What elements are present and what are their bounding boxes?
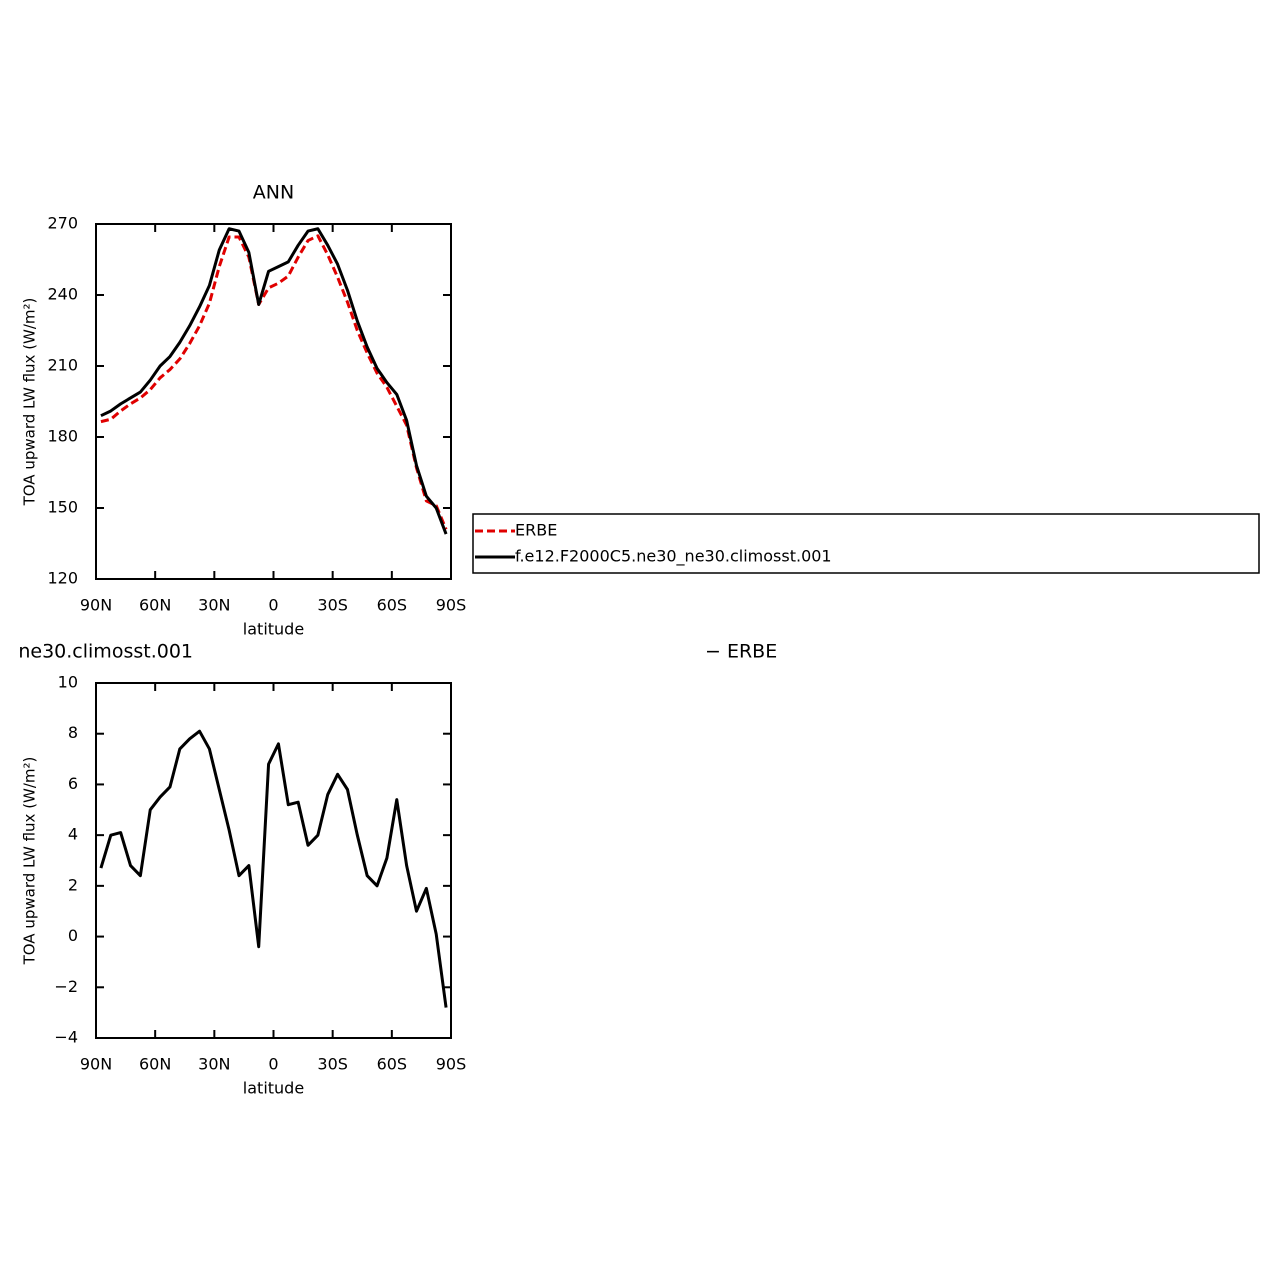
x-tick-label: 60N (139, 1055, 171, 1074)
legend-box (472, 513, 1260, 574)
chart-right-title: − ERBE (705, 641, 777, 663)
y-tick-label: −4 (54, 1028, 78, 1047)
x-tick-label: 30S (317, 596, 348, 615)
x-tick-label: 30S (317, 1055, 348, 1074)
y-tick-label: 10 (58, 673, 78, 692)
legend-label: f.e12.F2000C5.ne30_ne30.climosst.001 (515, 547, 832, 567)
x-tick-label: 0 (268, 596, 278, 615)
x-tick-label: 60S (377, 596, 408, 615)
y-axis-label: TOA upward LW flux (W/m²) (21, 298, 39, 507)
data-line (100, 234, 448, 530)
y-tick-label: 270 (47, 214, 78, 233)
y-tick-label: 2 (68, 875, 78, 894)
y-tick-label: 240 (47, 285, 78, 304)
x-tick-label: 30N (198, 1055, 230, 1074)
y-tick-label: 8 (68, 723, 78, 742)
data-line (100, 227, 448, 535)
plot-frame (95, 682, 452, 1039)
x-axis-label: latitude (243, 620, 304, 639)
data-line (99, 729, 448, 1008)
plot-frame (95, 223, 452, 580)
y-tick-label: 210 (47, 356, 78, 375)
x-tick-label: 90S (436, 596, 467, 615)
y-tick-label: 4 (68, 825, 78, 844)
y-tick-label: −2 (54, 977, 78, 996)
y-tick-label: 120 (47, 569, 78, 588)
y-tick-label: 6 (68, 774, 78, 793)
x-tick-label: 60S (377, 1055, 408, 1074)
legend-label: ERBE (515, 521, 557, 540)
chart-title: ne30.climosst.001 (18, 641, 193, 663)
x-tick-label: 90S (436, 1055, 467, 1074)
y-axis-label: TOA upward LW flux (W/m²) (21, 757, 39, 966)
x-axis-label: latitude (243, 1079, 304, 1098)
x-tick-label: 90N (80, 596, 112, 615)
y-tick-label: 0 (68, 926, 78, 945)
y-tick-label: 150 (47, 498, 78, 517)
x-tick-label: 0 (268, 1055, 278, 1074)
y-tick-label: 180 (47, 427, 78, 446)
legend: ERBE f.e12.F2000C5.ne30_ne30.climosst.001 (472, 513, 1260, 574)
chart-title: ANN (253, 182, 294, 204)
x-tick-label: 90N (80, 1055, 112, 1074)
x-tick-label: 30N (198, 596, 230, 615)
x-tick-label: 60N (139, 596, 171, 615)
